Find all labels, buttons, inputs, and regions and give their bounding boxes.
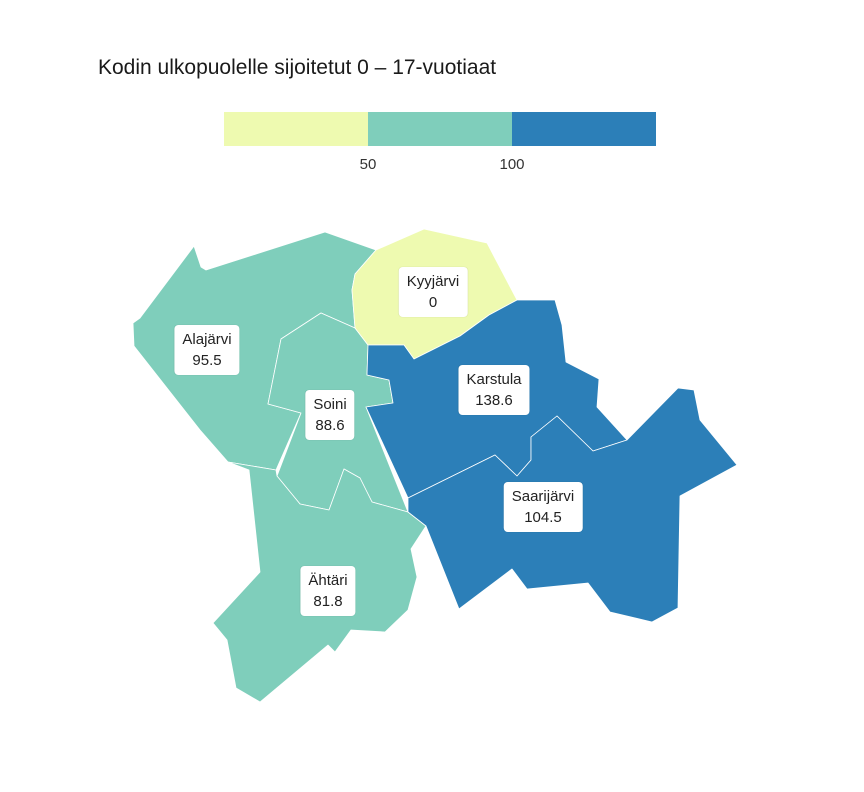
region-label-karstula: Karstula 138.6 [458, 365, 530, 415]
region-value: 88.6 [315, 417, 345, 434]
region-name: Karstula [466, 371, 522, 388]
region-name: Kyyjärvi [406, 273, 460, 290]
region-value: 81.8 [313, 593, 343, 610]
legend-bin-high [512, 112, 656, 146]
region-value: 95.5 [192, 352, 222, 369]
legend-bin-mid [368, 112, 512, 146]
region-label-saarijarvi: Saarijärvi 104.5 [503, 482, 583, 532]
color-legend [224, 112, 656, 146]
region-name: Ähtäri [308, 572, 348, 589]
region-label-ahtari: Ähtäri 81.8 [300, 566, 356, 616]
region-value: 104.5 [524, 509, 562, 526]
region-label-soini: Soini 88.6 [305, 390, 355, 440]
map-title: Kodin ulkopuolelle sijoitetut 0 – 17-vuo… [98, 56, 497, 79]
legend-tick-50: 50 [359, 156, 377, 173]
region-name: Soini [313, 396, 347, 413]
region-value: 0 [428, 294, 438, 311]
region-name: Alajärvi [182, 331, 232, 348]
region-name: Saarijärvi [511, 488, 575, 505]
legend-tick-100: 100 [499, 156, 525, 173]
region-value: 138.6 [475, 392, 513, 409]
region-label-kyyjarvi: Kyyjärvi 0 [398, 267, 468, 317]
region-label-alajarvi: Alajärvi 95.5 [174, 325, 240, 375]
legend-bin-low [224, 112, 368, 146]
